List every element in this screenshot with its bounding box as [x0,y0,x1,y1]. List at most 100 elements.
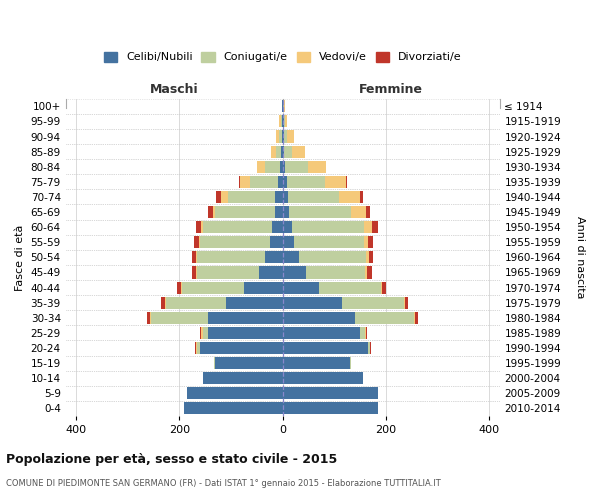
Text: Femmine: Femmine [359,84,423,96]
Bar [284,116,287,128]
Bar [283,221,292,233]
Bar [277,130,279,142]
Bar [283,206,289,218]
Bar [283,191,288,203]
Bar [192,252,196,264]
Bar [265,160,280,173]
Bar [280,160,283,173]
Bar [281,116,283,128]
Bar [368,236,373,248]
Bar [200,327,202,339]
Bar [283,160,285,173]
Bar [208,312,283,324]
Bar [283,388,378,400]
Bar [414,312,415,324]
Bar [292,221,364,233]
Bar [372,221,378,233]
Bar [364,221,372,233]
Bar [203,372,283,384]
Bar [250,176,278,188]
Bar [181,282,182,294]
Bar [197,266,259,278]
Bar [271,146,276,158]
Bar [283,146,284,158]
Bar [289,206,351,218]
Bar [370,342,371,354]
Bar [244,282,283,294]
Bar [215,206,275,218]
Legend: Celibi/Nubili, Coniugati/e, Vedovi/e, Divorziati/e: Celibi/Nubili, Coniugati/e, Vedovi/e, Di… [99,47,466,67]
Bar [366,252,369,264]
Bar [382,282,386,294]
Bar [214,357,215,369]
Bar [196,266,197,278]
Bar [285,160,308,173]
Bar [283,342,368,354]
Text: Maschi: Maschi [150,84,199,96]
Bar [203,327,208,339]
Bar [284,130,287,142]
Bar [197,342,200,354]
Bar [288,191,340,203]
Bar [208,327,283,339]
Bar [283,372,362,384]
Bar [404,296,405,308]
Bar [369,252,373,264]
Bar [350,357,351,369]
Bar [184,402,283,414]
Bar [151,312,208,324]
Bar [360,191,362,203]
Bar [199,236,200,248]
Text: COMUNE DI PIEDIMONTE SAN GERMANO (FR) - Dati ISTAT 1° gennaio 2015 - Elaborazion: COMUNE DI PIEDIMONTE SAN GERMANO (FR) - … [6,479,441,488]
Bar [279,130,281,142]
Bar [150,312,151,324]
Bar [194,236,199,248]
Bar [287,176,325,188]
Bar [182,282,244,294]
Bar [201,221,203,233]
Bar [283,402,378,414]
Bar [213,206,215,218]
Bar [308,160,326,173]
Bar [283,236,294,248]
Bar [281,100,283,112]
Bar [325,176,346,188]
Bar [275,191,283,203]
Bar [215,357,283,369]
Bar [203,221,272,233]
Bar [257,160,265,173]
Bar [229,191,275,203]
Bar [239,176,240,188]
Bar [272,221,283,233]
Bar [283,357,350,369]
Bar [340,191,360,203]
Bar [365,266,367,278]
Bar [381,282,382,294]
Bar [177,282,181,294]
Bar [208,206,213,218]
Bar [278,176,283,188]
Bar [192,266,196,278]
Bar [196,252,197,264]
Bar [319,282,381,294]
Bar [283,130,284,142]
Bar [292,146,305,158]
Bar [405,296,407,308]
Bar [265,252,283,264]
Bar [276,146,281,158]
Bar [366,206,370,218]
Bar [351,206,366,218]
Bar [226,296,283,308]
Bar [299,252,366,264]
Bar [346,176,347,188]
Bar [355,312,414,324]
Bar [283,266,306,278]
Bar [269,236,283,248]
Bar [147,312,150,324]
Bar [200,342,283,354]
Bar [166,296,226,308]
Bar [259,266,283,278]
Bar [306,266,365,278]
Bar [221,191,229,203]
Bar [283,252,299,264]
